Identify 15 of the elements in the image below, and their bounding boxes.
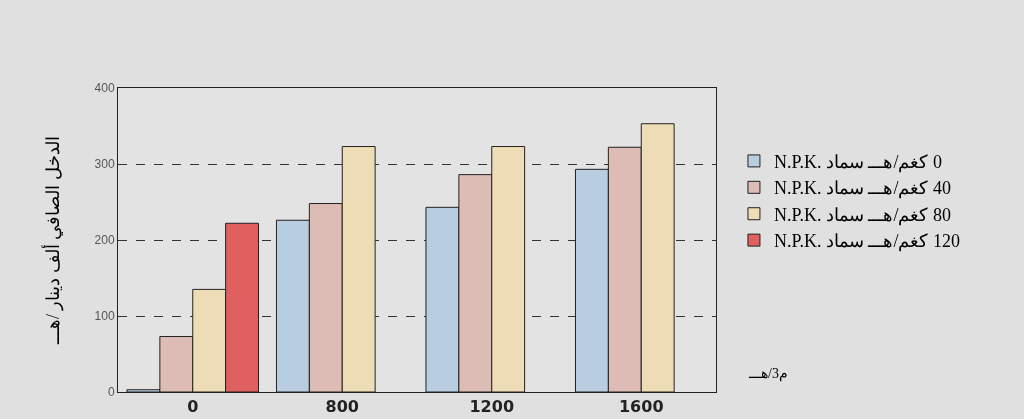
legend-label: 40 كغم/هـــ سماد .N.P.K [773,178,951,200]
x-tick-label: 800 [325,397,359,417]
y-tick-label: 0 [107,385,115,400]
legend-label: 0 كغم/هـــ سماد .N.P.K [773,151,942,173]
legend-label: 120 كغم/هـــ سماد .N.P.K [773,231,960,253]
y-axis-title: الدخل الصافي ألف دينار /هـــ [40,135,64,346]
y-tick-label: 200 [94,233,115,248]
y-tick-label: 100 [94,309,115,324]
y-tick-label: 300 [94,157,115,172]
x-tick-label: 0 [187,397,199,417]
y-tick-label: 400 [94,81,115,96]
legend-label: 80 كغم/هـــ سماد .N.P.K [773,204,951,226]
x-tick-label: 1200 [469,397,515,417]
x-axis-title: م3/هـــ [748,366,788,382]
x-tick-label: 1600 [618,397,664,417]
